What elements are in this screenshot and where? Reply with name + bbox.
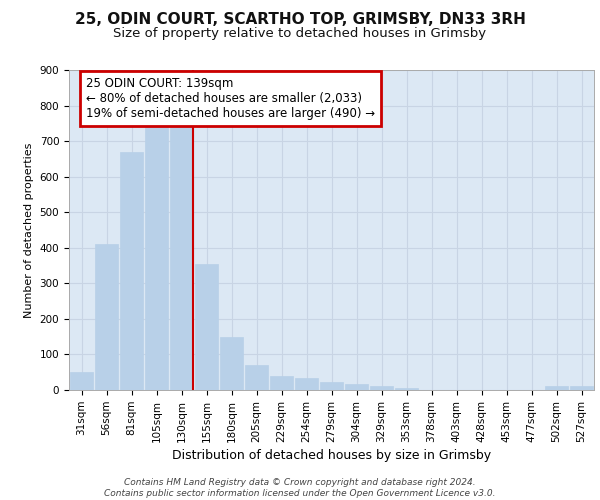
- Text: Size of property relative to detached houses in Grimsby: Size of property relative to detached ho…: [113, 28, 487, 40]
- Bar: [545, 386, 568, 390]
- Bar: [70, 372, 93, 390]
- Bar: [145, 124, 168, 390]
- Y-axis label: Number of detached properties: Number of detached properties: [24, 142, 34, 318]
- Text: 25, ODIN COURT, SCARTHO TOP, GRIMSBY, DN33 3RH: 25, ODIN COURT, SCARTHO TOP, GRIMSBY, DN…: [74, 12, 526, 28]
- Bar: [195, 264, 218, 390]
- Bar: [320, 382, 343, 390]
- Bar: [120, 152, 143, 390]
- X-axis label: Distribution of detached houses by size in Grimsby: Distribution of detached houses by size …: [172, 449, 491, 462]
- Bar: [220, 336, 243, 390]
- Bar: [270, 376, 293, 390]
- Bar: [345, 384, 368, 390]
- Bar: [570, 386, 593, 390]
- Bar: [395, 388, 418, 390]
- Bar: [370, 386, 393, 390]
- Bar: [295, 378, 318, 390]
- Bar: [245, 365, 268, 390]
- Bar: [170, 124, 193, 390]
- Text: Contains HM Land Registry data © Crown copyright and database right 2024.
Contai: Contains HM Land Registry data © Crown c…: [104, 478, 496, 498]
- Bar: [95, 244, 118, 390]
- Text: 25 ODIN COURT: 139sqm
← 80% of detached houses are smaller (2,033)
19% of semi-d: 25 ODIN COURT: 139sqm ← 80% of detached …: [86, 77, 375, 120]
